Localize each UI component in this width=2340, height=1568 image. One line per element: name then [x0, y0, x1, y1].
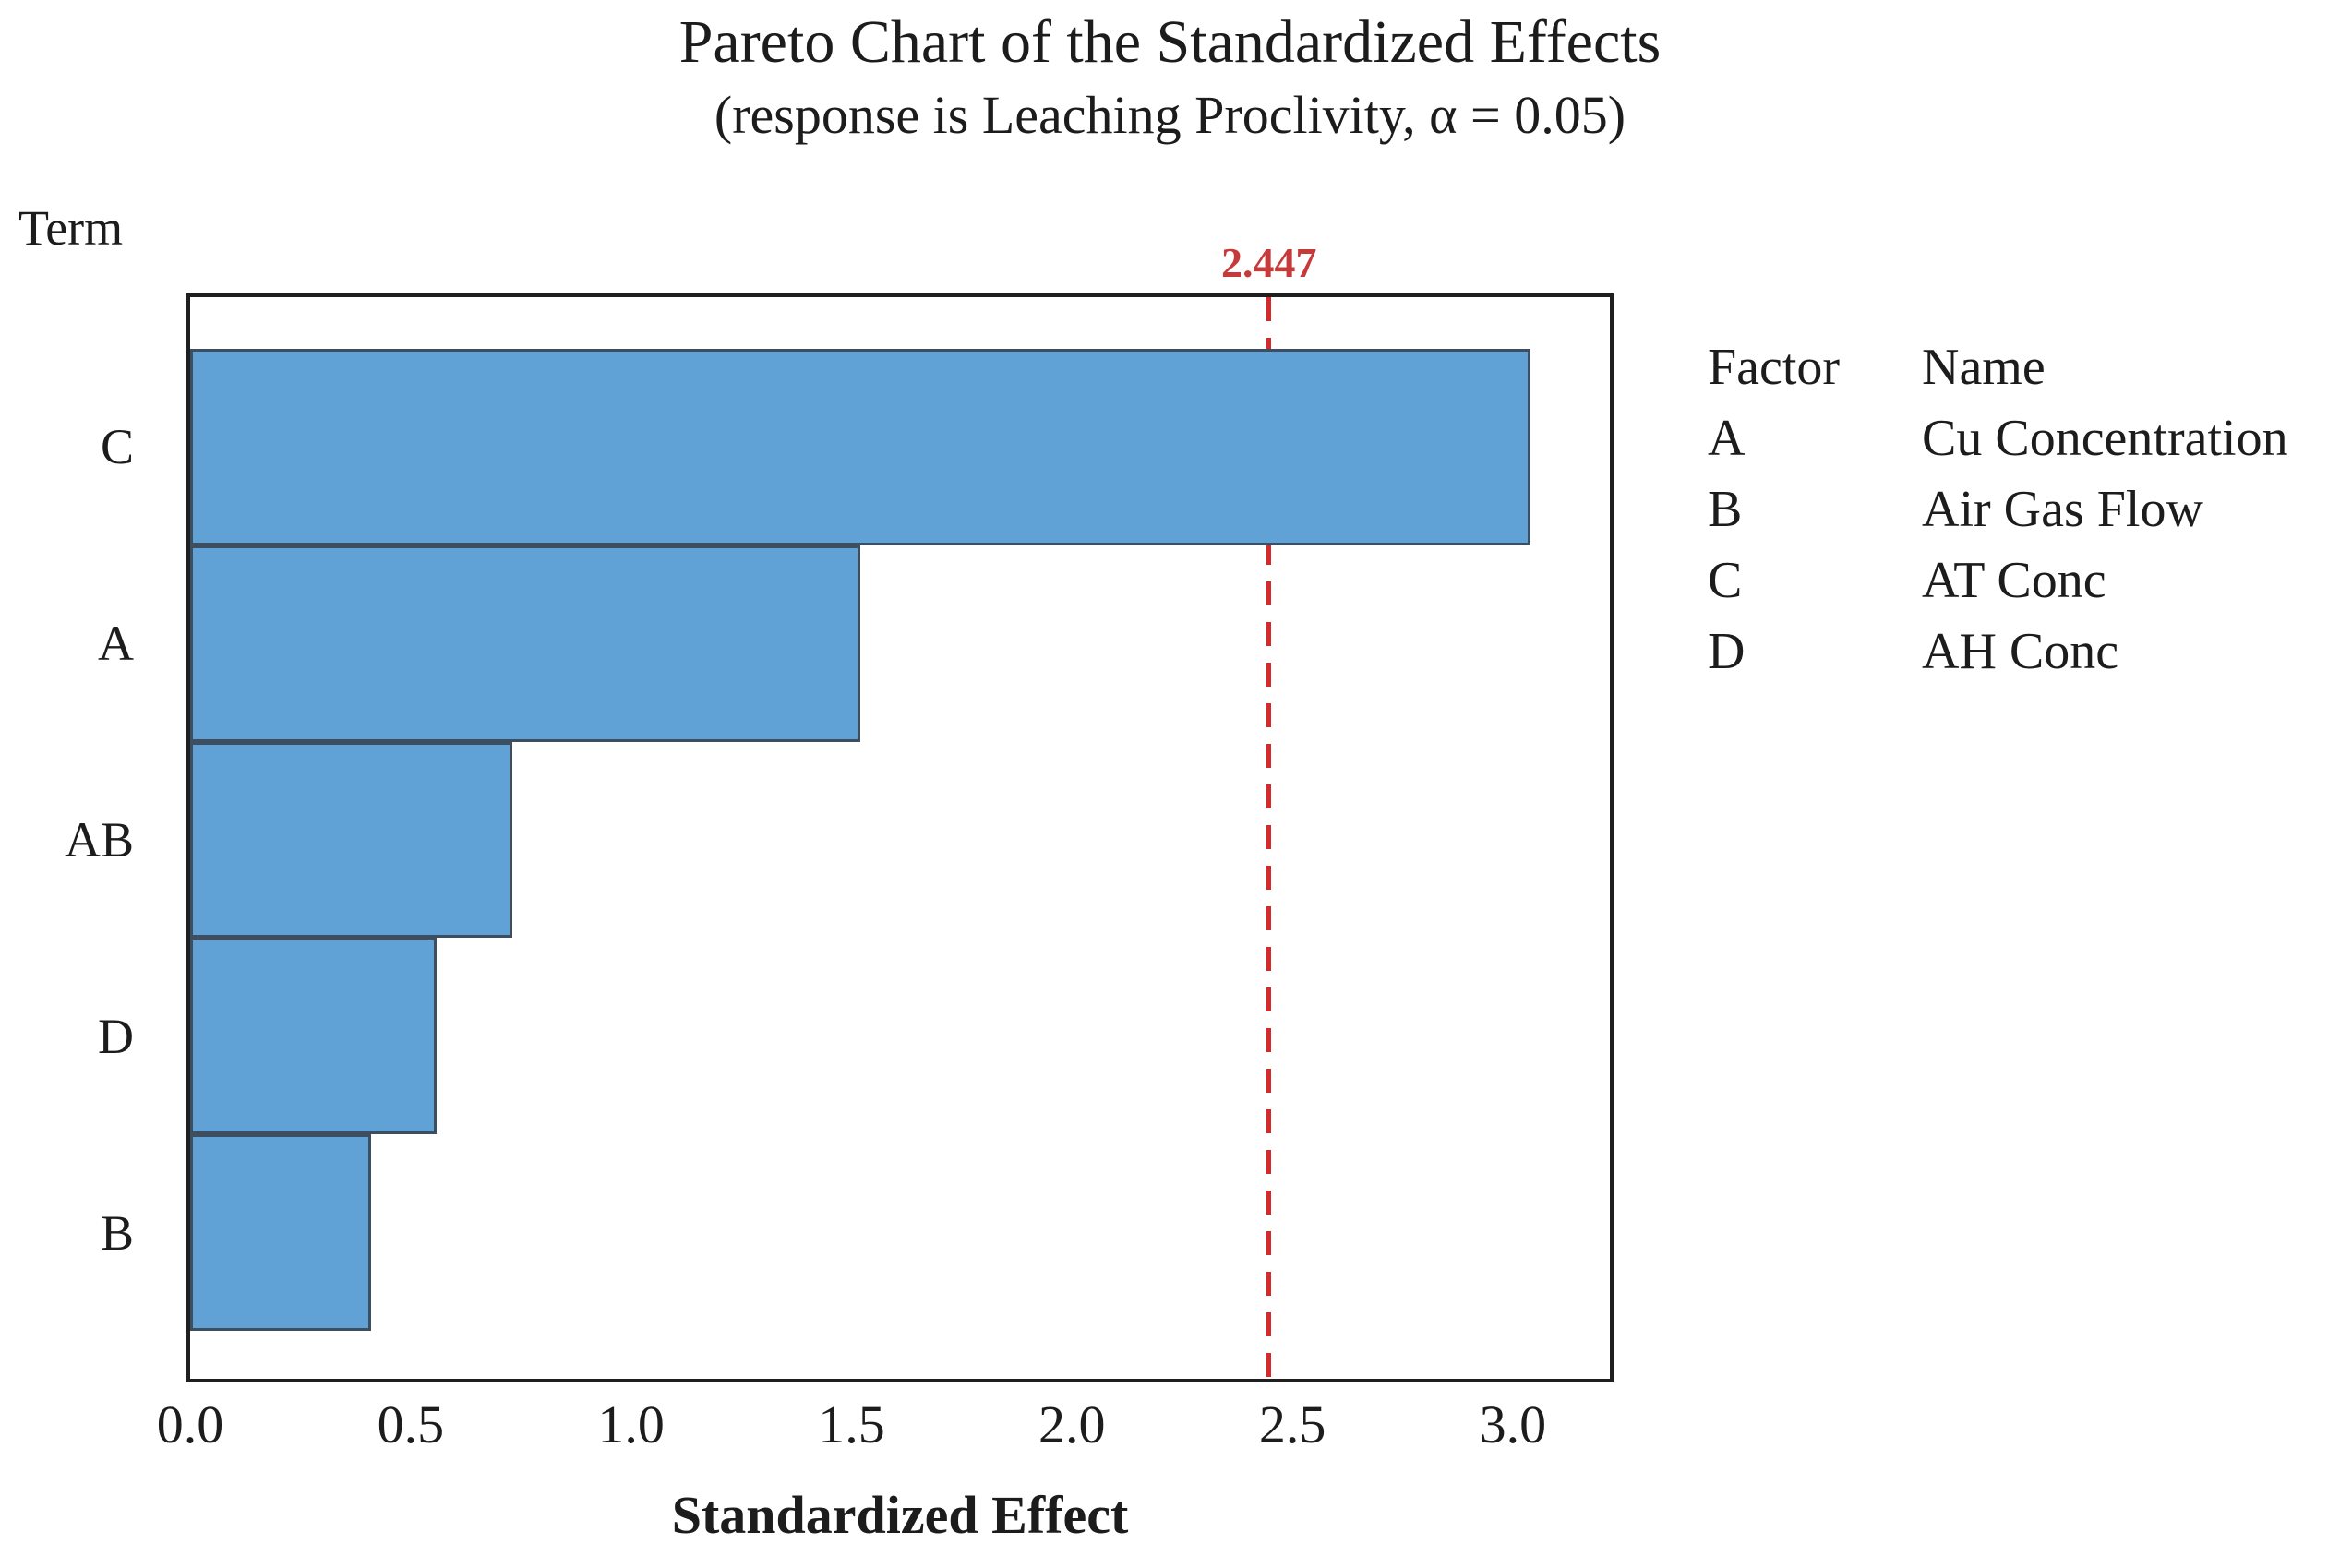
- legend-row-A: A Cu Concentration: [1708, 403, 2288, 474]
- reference-line-label: 2.447: [1221, 239, 1317, 286]
- bar-C: [190, 349, 1531, 545]
- x-tick-3.0: 3.0: [1479, 1394, 1547, 1454]
- legend-row-B: B Air Gas Flow: [1708, 474, 2288, 545]
- legend-factor-D: D: [1708, 623, 1746, 680]
- x-tick-1.5: 1.5: [818, 1394, 885, 1454]
- bar-AB: [190, 741, 512, 939]
- legend-name-D: AH Conc: [1922, 623, 2119, 680]
- legend-factor-A: A: [1708, 410, 1746, 467]
- x-tick-2.0: 2.0: [1038, 1394, 1106, 1454]
- x-tick-2.5: 2.5: [1258, 1394, 1326, 1454]
- legend-factor-header: Factor: [1708, 339, 1841, 396]
- plot-area: [186, 293, 1614, 1382]
- category-label-AB: AB: [64, 812, 134, 868]
- legend-row-D: D AH Conc: [1708, 616, 2288, 688]
- plot-inner-region: [190, 297, 1610, 1379]
- category-label-D: D: [98, 1008, 134, 1064]
- bar-D: [190, 938, 438, 1135]
- x-axis-label: Standardized Effect: [671, 1485, 1129, 1545]
- category-label-B: B: [100, 1204, 134, 1261]
- legend-name-header: Name: [1922, 339, 2046, 396]
- legend-name-A: Cu Concentration: [1922, 410, 2288, 467]
- x-tick-0.0: 0.0: [156, 1394, 224, 1454]
- legend-row-C: C AT Conc: [1708, 545, 2288, 616]
- chart-subtitle: (response is Leaching Proclivity, α = 0.…: [714, 85, 1626, 145]
- y-axis-title: Term: [18, 200, 124, 256]
- x-tick-1.0: 1.0: [597, 1394, 665, 1454]
- x-tick-0.5: 0.5: [377, 1394, 445, 1454]
- bar-B: [190, 1134, 371, 1331]
- category-label-A: A: [98, 616, 134, 672]
- legend-name-C: AT Conc: [1922, 552, 2106, 609]
- legend-factor-C: C: [1708, 552, 1743, 609]
- factor-legend: Factor Name A Cu Concentration B Air Gas Flow…: [1708, 332, 2288, 688]
- reference-line: [1266, 297, 1272, 1379]
- chart-title: Pareto Chart of the Standardized Effects: [678, 8, 1662, 76]
- legend-row-header: Factor Name: [1708, 332, 2288, 403]
- legend-name-B: Air Gas Flow: [1922, 481, 2203, 538]
- category-label-C: C: [100, 419, 134, 475]
- bar-A: [190, 545, 860, 742]
- legend-factor-B: B: [1708, 481, 1743, 538]
